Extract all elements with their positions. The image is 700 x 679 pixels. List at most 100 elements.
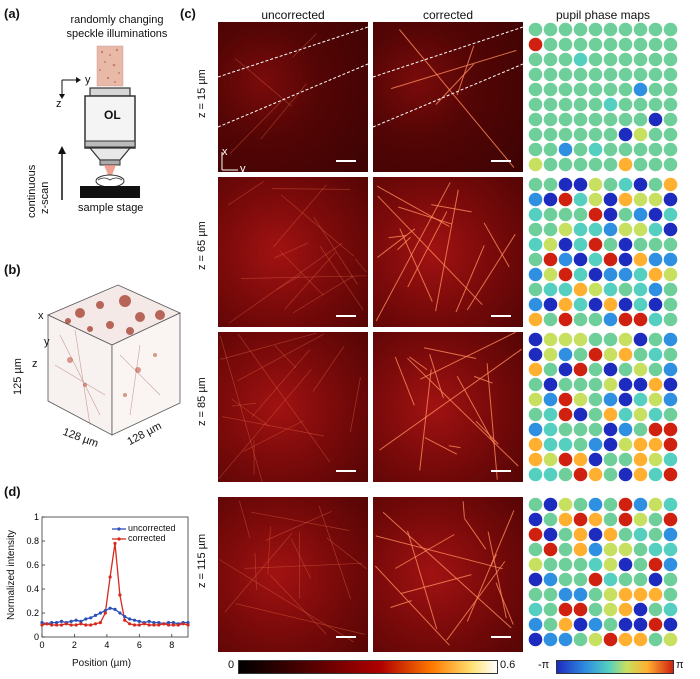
- axis-z-label-b: z: [32, 358, 38, 370]
- panel-c-label: (c): [180, 6, 196, 21]
- image-pupil-row-1: [528, 22, 678, 172]
- panel-a-title-1: randomly changing: [70, 14, 164, 26]
- data-point-corrected: [181, 622, 185, 626]
- data-point-corrected: [64, 622, 68, 626]
- image-uncorrected-row-3: [218, 332, 368, 482]
- col-title-uncorrected: uncorrected: [261, 8, 325, 22]
- y-tick-label: 0.4: [26, 584, 39, 594]
- data-point-uncorrected: [118, 611, 122, 615]
- data-point-corrected: [123, 618, 127, 622]
- image-corrected-row-3: [373, 332, 523, 482]
- y-tick-label: 0.6: [26, 560, 39, 570]
- scale-bar: [491, 636, 511, 638]
- cbar-left-max: 0.6: [500, 659, 516, 671]
- scan-label-1: continuous: [26, 164, 38, 218]
- axis-y-label-b: y: [44, 336, 50, 348]
- legend-marker-corrected: [117, 537, 121, 541]
- data-point-corrected: [79, 622, 83, 626]
- data-point-uncorrected: [40, 621, 44, 625]
- y-tick-label: 1: [34, 512, 39, 522]
- y-tick-label: 0: [34, 632, 39, 642]
- objective-label: OL: [104, 108, 121, 122]
- panel-b-label: (b): [4, 262, 21, 277]
- image-pupil-row-4: [528, 497, 678, 652]
- scale-bar: [491, 160, 511, 162]
- legend-label-corrected: corrected: [128, 533, 166, 543]
- data-point-uncorrected: [79, 619, 83, 623]
- data-point-corrected: [93, 622, 98, 626]
- scale-bar: [336, 160, 356, 162]
- data-point-uncorrected: [74, 618, 78, 622]
- xy-axes-icon: [221, 152, 238, 171]
- data-point-corrected: [142, 622, 146, 626]
- data-point-uncorrected: [128, 617, 132, 621]
- data-point-uncorrected: [171, 621, 175, 625]
- scale-bar: [336, 636, 356, 638]
- setup-schematic: [58, 45, 140, 200]
- x-tick-label: 0: [39, 640, 44, 650]
- data-point-corrected: [137, 623, 141, 627]
- scale-bar: [491, 470, 511, 472]
- x-tick-label: 4: [104, 640, 109, 650]
- image-uncorrected-row-4: [218, 497, 368, 652]
- data-point-corrected: [162, 622, 166, 626]
- axis-z-label-a: z: [56, 98, 62, 110]
- stage-label: sample stage: [78, 202, 144, 214]
- scale-bar: [336, 470, 356, 472]
- data-point-corrected: [152, 623, 156, 627]
- data-point-uncorrected: [137, 619, 141, 623]
- data-point-corrected: [176, 623, 180, 627]
- data-point-uncorrected: [50, 621, 54, 625]
- data-point-corrected: [74, 623, 78, 627]
- axis-x-label-c: x: [222, 146, 228, 158]
- data-point-uncorrected: [132, 618, 137, 622]
- cbar-right-max: π: [676, 659, 684, 671]
- image-corrected-row-1: [373, 22, 523, 172]
- data-point-corrected: [84, 623, 88, 627]
- legend-label-uncorrected: uncorrected: [128, 523, 176, 533]
- axis-y-label-c: y: [240, 163, 246, 175]
- data-point-corrected: [171, 623, 175, 627]
- data-point-uncorrected: [89, 616, 93, 620]
- legend-marker-uncorrected: [117, 527, 121, 531]
- axis-y-label-a: y: [85, 74, 91, 86]
- data-point-corrected: [157, 623, 161, 627]
- data-point-corrected: [186, 623, 190, 627]
- data-point-corrected: [69, 623, 73, 627]
- data-point-corrected: [166, 623, 171, 627]
- data-point-corrected: [147, 623, 151, 627]
- scan-label-2: z-scan: [39, 181, 51, 214]
- y-tick-label: 0.2: [26, 608, 39, 618]
- intensity-chart: 0 0.2 0.4 0.6 0.8 1 0 2 4 6 8: [26, 512, 190, 650]
- data-point-corrected: [50, 623, 54, 627]
- data-point-corrected: [89, 623, 93, 627]
- data-point-corrected: [98, 621, 102, 625]
- data-point-uncorrected: [186, 621, 190, 625]
- data-point-corrected: [45, 622, 49, 626]
- data-point-uncorrected: [84, 617, 88, 621]
- image-corrected-row-2: [373, 177, 523, 327]
- data-point-corrected: [128, 622, 132, 626]
- data-point-uncorrected: [103, 609, 107, 613]
- data-point-corrected: [59, 623, 64, 627]
- data-point-corrected: [118, 593, 122, 597]
- x-tick-label: 8: [169, 640, 174, 650]
- plot-frame: [41, 516, 189, 638]
- data-point-uncorrected: [69, 619, 73, 623]
- x-tick-label: 6: [137, 640, 142, 650]
- data-point-corrected: [40, 623, 44, 627]
- data-point-uncorrected: [152, 621, 156, 625]
- panel-a-label: (a): [4, 6, 20, 21]
- data-point-uncorrected: [108, 606, 112, 610]
- row-label-4: z = 115 µm: [196, 533, 208, 588]
- intensity-colorbar: [238, 660, 498, 674]
- cbar-left-min: 0: [228, 659, 235, 671]
- data-point-corrected: [132, 623, 137, 627]
- image-uncorrected-row-1: [218, 22, 368, 172]
- row-label-1: z = 15 µm: [196, 69, 208, 118]
- dim-z-label: 125 µm: [12, 358, 24, 395]
- image-pupil-row-2: [528, 177, 678, 327]
- data-point-uncorrected: [166, 621, 171, 625]
- x-axis-label: Position (µm): [72, 658, 132, 669]
- cbar-right-min: -π: [538, 659, 550, 671]
